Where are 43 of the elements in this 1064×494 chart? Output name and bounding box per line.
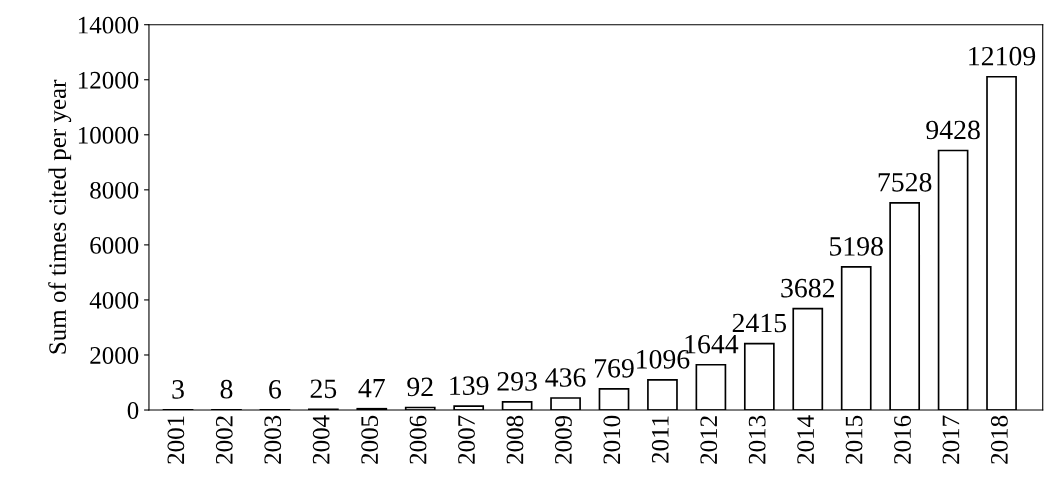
data-label: 9428 xyxy=(926,120,980,140)
x-tick-label: 2012 xyxy=(700,416,718,464)
data-label: 139 xyxy=(450,376,489,395)
x-tick-label: 2003 xyxy=(264,415,282,464)
y-tick-label: 2000 xyxy=(90,347,139,364)
y-tick-label: 0 xyxy=(127,402,139,419)
x-tick-label: 2008 xyxy=(506,415,524,464)
data-label: 8 xyxy=(220,379,233,399)
x-tick-label: 2010 xyxy=(603,415,621,464)
data-label: 7528 xyxy=(878,172,932,192)
x-tick-label: 2002 xyxy=(215,416,233,464)
x-tick-label: 2017 xyxy=(942,415,960,464)
data-label: 769 xyxy=(595,358,634,378)
x-tick-label: 2016 xyxy=(894,415,911,464)
data-label: 3 xyxy=(172,380,184,399)
y-tick-label: 8000 xyxy=(90,181,139,199)
data-label: 5198 xyxy=(830,237,883,256)
y-tick-label: 14000 xyxy=(78,16,139,34)
x-tick-label: 2013 xyxy=(748,415,766,464)
data-label: 436 xyxy=(545,368,586,387)
x-tick-label: 2004 xyxy=(312,415,330,464)
x-tick-label: 2006 xyxy=(409,415,427,464)
data-label: 92 xyxy=(407,377,433,397)
x-tick-label: 2005 xyxy=(361,415,379,464)
y-tick-label: 12000 xyxy=(78,71,139,89)
x-tick-label: 2009 xyxy=(554,415,572,464)
y-tick-label: 4000 xyxy=(89,291,139,309)
x-tick-label: 2014 xyxy=(797,415,815,464)
data-label: 47 xyxy=(358,378,385,398)
y-tick-label: 10000 xyxy=(78,126,139,144)
x-tick-label: 2018 xyxy=(990,415,1008,464)
x-tick-label: 2011 xyxy=(651,416,669,463)
x-tick-label: 2007 xyxy=(458,415,475,464)
x-tick-label: 2001 xyxy=(167,416,185,464)
data-label: 293 xyxy=(497,372,537,391)
y-axis-title: Sum of times cited per year xyxy=(48,79,72,354)
data-label: 25 xyxy=(310,379,337,399)
data-label: 12109 xyxy=(969,46,1036,66)
data-label: 3682 xyxy=(781,278,835,298)
y-tick-label: 6000 xyxy=(90,236,139,254)
x-tick-label: 2015 xyxy=(845,415,863,464)
data-label: 2415 xyxy=(732,313,787,333)
data-label: 6 xyxy=(269,379,282,399)
